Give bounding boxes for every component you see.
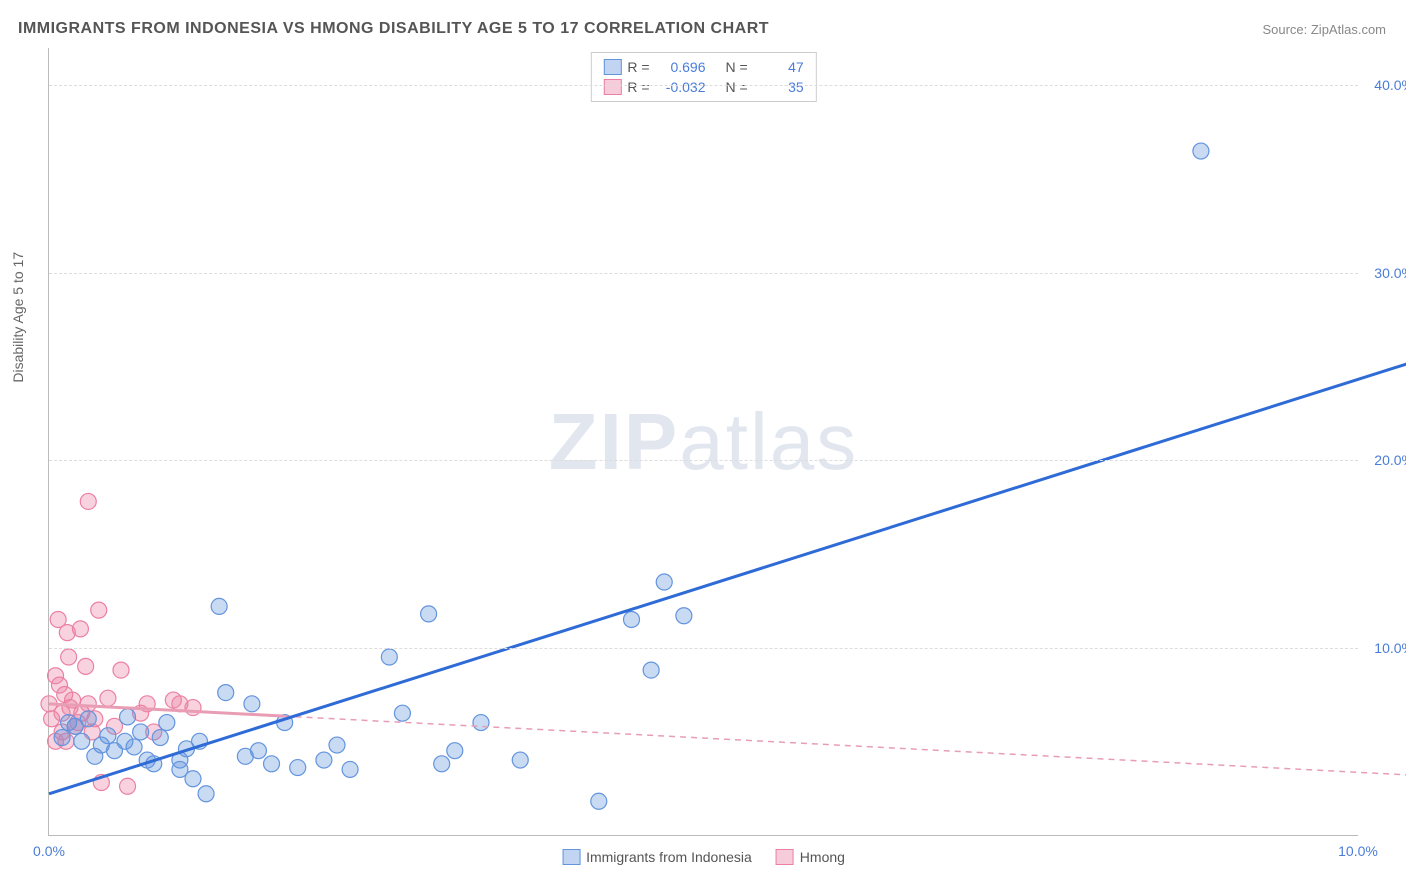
legend-series: Immigrants from Indonesia Hmong <box>562 849 845 865</box>
data-point <box>591 793 607 809</box>
data-point <box>473 715 489 731</box>
data-point <box>78 658 94 674</box>
n-label-2: N = <box>726 79 748 95</box>
data-point <box>100 690 116 706</box>
source-label: Source: ZipAtlas.com <box>1262 22 1386 37</box>
data-point <box>211 598 227 614</box>
grid-line <box>49 273 1358 274</box>
n-value-1: 47 <box>754 59 804 75</box>
data-point <box>218 685 234 701</box>
swatch-pink-icon <box>776 849 794 865</box>
data-point <box>152 730 168 746</box>
regression-line-indonesia <box>49 363 1406 794</box>
swatch-blue-icon <box>562 849 580 865</box>
r-value-1: 0.696 <box>656 59 706 75</box>
data-point <box>120 709 136 725</box>
data-point <box>434 756 450 772</box>
legend-row-1: R = 0.696 N = 47 <box>603 57 803 77</box>
data-point <box>126 739 142 755</box>
data-point <box>54 730 70 746</box>
data-point <box>421 606 437 622</box>
r-label-1: R = <box>627 59 649 75</box>
data-point <box>133 724 149 740</box>
data-point <box>329 737 345 753</box>
r-value-2: -0.032 <box>656 79 706 95</box>
data-point <box>198 786 214 802</box>
x-tick-label: 0.0% <box>33 843 65 859</box>
data-point <box>250 743 266 759</box>
chart-container: IMMIGRANTS FROM INDONESIA VS HMONG DISAB… <box>0 0 1406 892</box>
data-point <box>120 778 136 794</box>
data-point <box>290 760 306 776</box>
legend-item-indonesia: Immigrants from Indonesia <box>562 849 752 865</box>
data-point <box>447 743 463 759</box>
data-point <box>61 649 77 665</box>
plot-svg <box>49 48 1358 835</box>
y-tick-label: 40.0% <box>1374 77 1406 93</box>
y-axis-title: Disability Age 5 to 17 <box>10 252 26 383</box>
legend-label-hmong: Hmong <box>800 849 845 865</box>
n-label-1: N = <box>726 59 748 75</box>
data-point <box>394 705 410 721</box>
data-point <box>643 662 659 678</box>
data-point <box>316 752 332 768</box>
y-tick-label: 20.0% <box>1374 452 1406 468</box>
data-point <box>80 711 96 727</box>
data-point <box>159 715 175 731</box>
data-point <box>624 612 640 628</box>
data-point <box>512 752 528 768</box>
legend-label-indonesia: Immigrants from Indonesia <box>586 849 752 865</box>
data-point <box>676 608 692 624</box>
plot-area: ZIPatlas R = 0.696 N = 47 R = -0.032 N =… <box>48 48 1358 836</box>
data-point <box>100 728 116 744</box>
grid-line <box>49 460 1358 461</box>
legend-item-hmong: Hmong <box>776 849 845 865</box>
swatch-pink-icon <box>603 79 621 95</box>
data-point <box>342 761 358 777</box>
r-label-2: R = <box>627 79 649 95</box>
n-value-2: 35 <box>754 79 804 95</box>
data-point <box>264 756 280 772</box>
legend-row-2: R = -0.032 N = 35 <box>603 77 803 97</box>
data-point <box>185 700 201 716</box>
data-point <box>381 649 397 665</box>
data-point <box>72 621 88 637</box>
swatch-blue-icon <box>603 59 621 75</box>
y-tick-label: 30.0% <box>1374 265 1406 281</box>
data-point <box>113 662 129 678</box>
legend-correlation: R = 0.696 N = 47 R = -0.032 N = 35 <box>590 52 816 102</box>
data-point <box>244 696 260 712</box>
x-tick-label: 10.0% <box>1338 843 1378 859</box>
data-point <box>1193 143 1209 159</box>
chart-title: IMMIGRANTS FROM INDONESIA VS HMONG DISAB… <box>18 20 769 38</box>
data-point <box>80 696 96 712</box>
data-point <box>185 771 201 787</box>
data-point <box>91 602 107 618</box>
data-point <box>80 493 96 509</box>
grid-line <box>49 85 1358 86</box>
data-point <box>74 733 90 749</box>
grid-line <box>49 648 1358 649</box>
y-tick-label: 10.0% <box>1374 640 1406 656</box>
data-point <box>656 574 672 590</box>
